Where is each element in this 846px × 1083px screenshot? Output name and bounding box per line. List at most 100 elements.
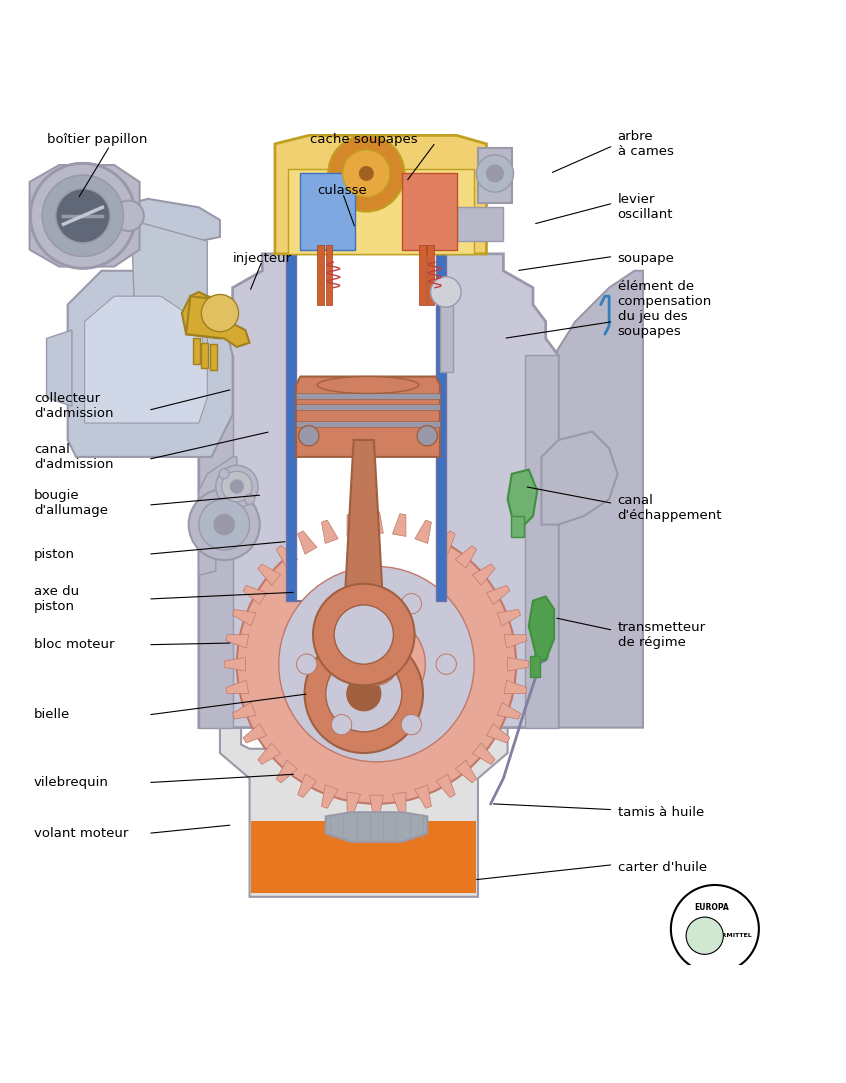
Text: canal
d'échappement: canal d'échappement <box>618 494 722 522</box>
Text: soupape: soupape <box>618 251 674 264</box>
Circle shape <box>222 471 252 501</box>
Polygon shape <box>243 586 266 604</box>
Polygon shape <box>486 723 510 743</box>
Text: arbre
à cames: arbre à cames <box>618 130 673 158</box>
Circle shape <box>30 164 135 269</box>
Circle shape <box>113 200 144 231</box>
Circle shape <box>355 643 398 686</box>
Polygon shape <box>541 431 618 524</box>
Polygon shape <box>370 795 383 817</box>
Bar <box>440 296 453 373</box>
Polygon shape <box>199 253 558 728</box>
Polygon shape <box>370 512 383 533</box>
Polygon shape <box>554 271 643 728</box>
Polygon shape <box>275 135 486 253</box>
Text: volant moteur: volant moteur <box>34 826 129 840</box>
Polygon shape <box>486 586 510 604</box>
Polygon shape <box>233 703 255 719</box>
Bar <box>292 253 440 601</box>
Circle shape <box>199 499 250 550</box>
Bar <box>525 355 558 728</box>
Polygon shape <box>296 377 440 457</box>
Polygon shape <box>298 531 317 554</box>
Circle shape <box>328 135 404 211</box>
Circle shape <box>332 715 352 734</box>
Polygon shape <box>243 723 266 743</box>
Polygon shape <box>277 546 298 569</box>
Polygon shape <box>251 821 476 892</box>
Text: canal
d'admission: canal d'admission <box>34 443 113 471</box>
Text: collecteur
d'admission: collecteur d'admission <box>34 392 113 420</box>
Bar <box>511 517 524 537</box>
Circle shape <box>313 584 415 686</box>
Text: élément de
compensation
du jeu des
soupapes: élément de compensation du jeu des soupa… <box>618 279 711 338</box>
Polygon shape <box>68 271 233 457</box>
Bar <box>457 207 503 242</box>
Polygon shape <box>347 513 360 536</box>
Bar <box>201 342 208 368</box>
Circle shape <box>347 677 381 710</box>
Polygon shape <box>233 610 255 626</box>
Polygon shape <box>321 520 338 544</box>
Ellipse shape <box>317 377 419 393</box>
Polygon shape <box>298 774 317 797</box>
Circle shape <box>686 917 723 954</box>
Polygon shape <box>436 531 455 554</box>
Bar <box>300 173 355 249</box>
Bar <box>296 393 440 400</box>
Circle shape <box>401 715 421 734</box>
Bar <box>436 253 446 601</box>
Text: axe du
piston: axe du piston <box>34 585 79 613</box>
Circle shape <box>30 164 135 269</box>
Polygon shape <box>326 812 427 841</box>
Polygon shape <box>497 610 520 626</box>
Circle shape <box>299 426 319 446</box>
Circle shape <box>486 165 503 182</box>
Text: cache soupapes: cache soupapes <box>310 133 418 146</box>
Circle shape <box>216 466 258 508</box>
Text: piston: piston <box>34 548 74 561</box>
Polygon shape <box>455 546 476 569</box>
Polygon shape <box>455 760 476 783</box>
Polygon shape <box>277 760 298 783</box>
Polygon shape <box>415 520 431 544</box>
Bar <box>193 339 200 364</box>
Circle shape <box>476 155 514 192</box>
Circle shape <box>230 480 244 493</box>
Text: levier
oscillant: levier oscillant <box>618 194 673 221</box>
Polygon shape <box>220 728 508 897</box>
Polygon shape <box>131 199 220 242</box>
Polygon shape <box>472 743 495 765</box>
Polygon shape <box>436 774 455 797</box>
Circle shape <box>201 295 239 331</box>
Polygon shape <box>186 296 250 347</box>
Circle shape <box>431 276 461 308</box>
Polygon shape <box>508 470 537 533</box>
Polygon shape <box>182 292 228 339</box>
Polygon shape <box>30 165 140 266</box>
Circle shape <box>305 635 423 753</box>
Circle shape <box>437 654 456 675</box>
Polygon shape <box>258 743 281 765</box>
Circle shape <box>279 566 474 761</box>
Circle shape <box>189 490 260 560</box>
Polygon shape <box>131 220 207 360</box>
Bar <box>288 169 474 253</box>
Circle shape <box>327 615 426 713</box>
Polygon shape <box>504 680 527 694</box>
Text: LEHRMITTEL: LEHRMITTEL <box>708 934 752 938</box>
Bar <box>419 246 426 304</box>
Circle shape <box>332 593 352 614</box>
Text: transmetteur
de régime: transmetteur de régime <box>618 621 706 649</box>
Circle shape <box>219 469 229 479</box>
Circle shape <box>244 494 255 505</box>
Polygon shape <box>472 564 495 585</box>
Polygon shape <box>226 635 249 649</box>
Circle shape <box>296 654 316 675</box>
Circle shape <box>214 514 234 535</box>
Polygon shape <box>199 457 237 575</box>
Text: bloc moteur: bloc moteur <box>34 638 114 651</box>
Bar <box>427 246 434 304</box>
Polygon shape <box>529 597 554 660</box>
Bar <box>210 344 217 369</box>
